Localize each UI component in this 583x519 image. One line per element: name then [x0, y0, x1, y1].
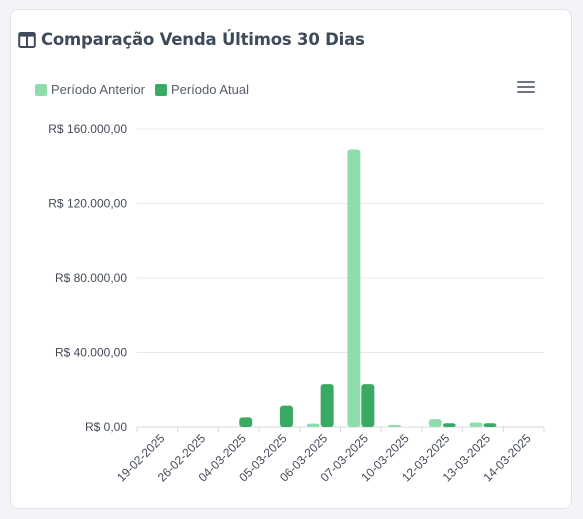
legend-swatch-previous [35, 83, 47, 96]
bar-periodo-atual [361, 384, 375, 427]
legend-label-current: Período Atual [170, 82, 250, 97]
bar-periodo-anterior [306, 423, 320, 427]
chart-legend: Período Anterior Período Atual [35, 82, 259, 97]
columns-icon [18, 31, 36, 48]
bar-periodo-anterior [388, 425, 402, 427]
hamburger-menu-icon[interactable] [516, 78, 536, 96]
bar-periodo-anterior [428, 419, 442, 427]
y-tick-label: R$ 0,00 [85, 420, 127, 434]
card-header: Comparação Venda Últimos 30 Dias [18, 30, 365, 49]
bar-periodo-atual [483, 423, 497, 427]
y-tick-label: R$ 160.000,00 [48, 122, 127, 136]
y-tick-label: R$ 80.000,00 [55, 271, 127, 285]
legend-label-previous: Período Anterior [51, 82, 145, 97]
y-tick-label: R$ 120.000,00 [48, 197, 127, 211]
legend-item-previous[interactable]: Período Anterior [35, 82, 145, 97]
card-title: Comparação Venda Últimos 30 Dias [41, 30, 365, 49]
bar-periodo-anterior [469, 422, 483, 427]
y-tick-label: R$ 40.000,00 [55, 346, 127, 360]
bar-periodo-atual [279, 405, 293, 427]
bar-periodo-atual [239, 417, 253, 427]
legend-swatch-current [154, 83, 167, 96]
bar-periodo-anterior [347, 149, 361, 428]
bar-periodo-atual [442, 423, 456, 427]
legend-item-current[interactable]: Período Atual [154, 82, 250, 97]
bar-periodo-atual [320, 384, 334, 427]
